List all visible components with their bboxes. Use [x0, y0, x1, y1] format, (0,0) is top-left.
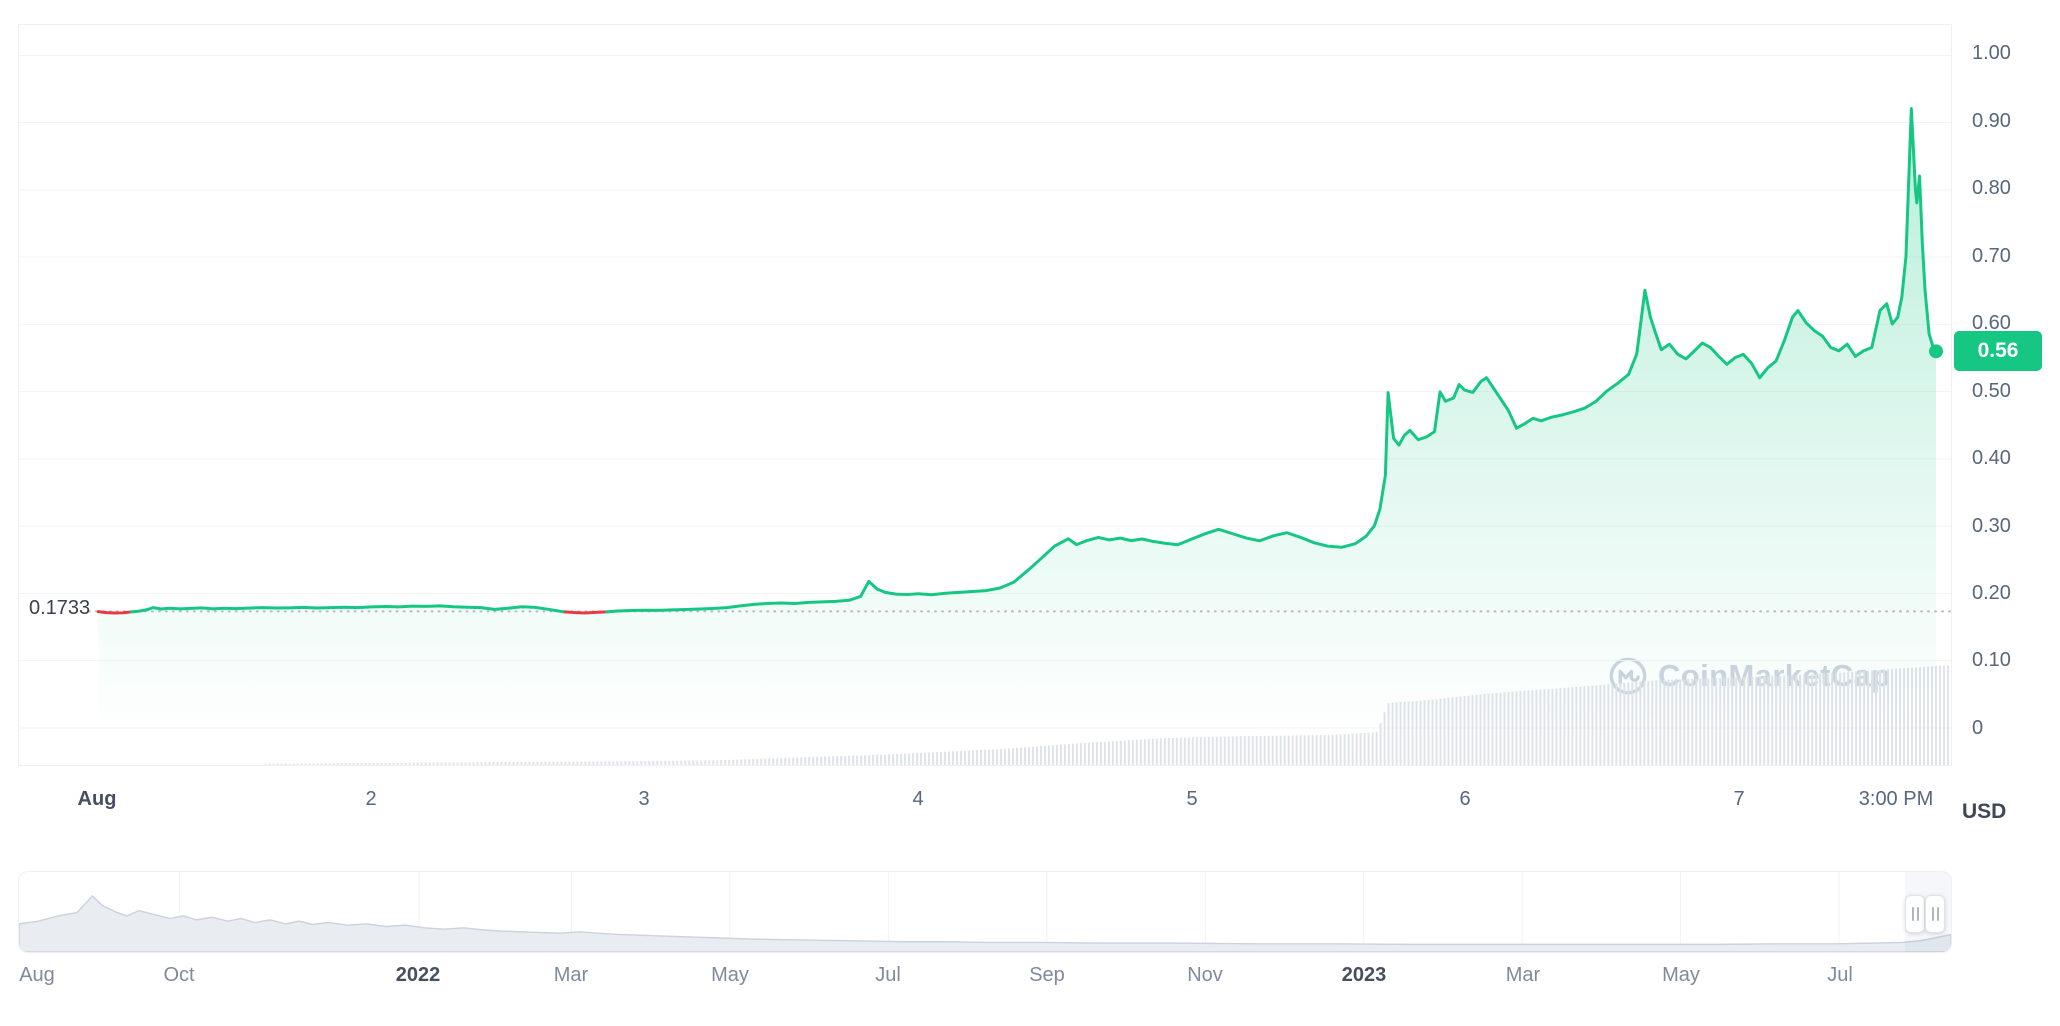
- y-axis-tick: 0.50: [1972, 380, 2011, 402]
- brush-axis-tick: May: [1662, 964, 1700, 986]
- range-brush-canvas: [19, 872, 1951, 952]
- y-axis-tick: 0.10: [1972, 649, 2011, 671]
- current-price-dot: [1929, 344, 1944, 359]
- brush-area: [19, 894, 1951, 952]
- y-axis-tick: 0.80: [1972, 177, 2011, 199]
- brush-handle-left[interactable]: [1905, 895, 1925, 933]
- y-axis-tick: 0.20: [1972, 582, 2011, 604]
- current-price-badge: 0.56: [1954, 331, 2042, 371]
- brush-axis-tick: Mar: [553, 964, 589, 986]
- x-axis-tick: 5: [1186, 788, 1198, 810]
- price-line-green: [129, 107, 1938, 614]
- brush-axis-tick: Nov: [1187, 964, 1223, 986]
- price-chart[interactable]: 0.1733: [18, 24, 1952, 766]
- x-axis-tick: 3: [638, 788, 650, 810]
- y-axis-tick: 0.40: [1972, 447, 2011, 469]
- x-axis-tick: 2: [365, 788, 377, 810]
- y-axis-tick: 0: [1972, 717, 1984, 739]
- brush-axis-tick: Jul: [1827, 964, 1853, 986]
- brush-axis-tick: 2023: [1341, 964, 1387, 986]
- y-axis-tick: 0.30: [1972, 515, 2011, 537]
- y-axis-tick: 0.60: [1972, 312, 2011, 334]
- brush-axis-tick: Oct: [163, 964, 195, 986]
- brush-axis-tick: 2022: [395, 964, 441, 986]
- brush-axis-tick: Mar: [1505, 964, 1541, 986]
- currency-label: USD: [1962, 800, 2007, 823]
- x-axis-tick: Aug: [77, 788, 117, 810]
- range-brush[interactable]: [18, 871, 1952, 953]
- x-axis-tick: 4: [912, 788, 924, 810]
- y-axis-tick: 0.70: [1972, 245, 2011, 267]
- brush-axis-tick: May: [711, 964, 749, 986]
- y-axis-tick: 0.90: [1972, 110, 2011, 132]
- brush-axis-tick: Sep: [1029, 964, 1065, 986]
- brush-axis-tick: Aug: [19, 964, 55, 986]
- x-axis-tick: 7: [1733, 788, 1745, 810]
- previous-close-label: 0.1733: [29, 597, 91, 619]
- price-line-red: [96, 610, 608, 615]
- y-axis-tick: 1.00: [1972, 42, 2011, 64]
- x-axis-tick: 6: [1459, 788, 1471, 810]
- brush-axis-tick: Jul: [875, 964, 901, 986]
- x-axis-tick: 3:00 PM: [1858, 788, 1934, 810]
- price-chart-canvas: [19, 54, 1951, 765]
- brush-handle-right[interactable]: [1925, 895, 1945, 933]
- price-area-fill: [98, 108, 1937, 765]
